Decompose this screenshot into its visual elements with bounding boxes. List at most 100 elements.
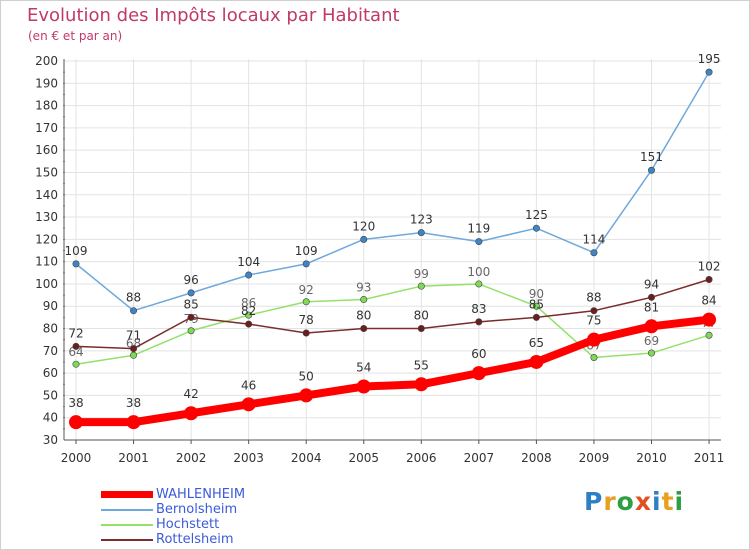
point-hochstett-2006 bbox=[417, 282, 425, 290]
series-line-bernolsheim bbox=[75, 71, 710, 312]
point-bernolsheim-2011 bbox=[705, 68, 713, 76]
y-tick-label-60: 60 bbox=[43, 366, 58, 380]
point-hochstett-2007 bbox=[475, 280, 483, 288]
logo-letter: i bbox=[674, 487, 685, 516]
logo-letter: r bbox=[603, 487, 617, 516]
data-label-wahlenheim-2004: 50 bbox=[299, 369, 314, 383]
chart-subtitle: (en € et par an) bbox=[28, 29, 123, 43]
point-rottelsheim-2002 bbox=[187, 313, 195, 321]
y-tick-label-40: 40 bbox=[43, 411, 58, 425]
y-tick-label-90: 90 bbox=[43, 299, 58, 313]
data-label-rottelsheim-2004: 78 bbox=[299, 313, 314, 327]
x-tick-label-2006: 2006 bbox=[406, 451, 437, 465]
legend-swatch-bernolsheim bbox=[101, 509, 153, 511]
data-label-hochstett-2010: 69 bbox=[644, 334, 659, 348]
plot-area bbox=[64, 59, 721, 440]
point-hochstett-2001 bbox=[130, 351, 138, 359]
point-hochstett-2004 bbox=[302, 298, 310, 306]
point-wahlenheim-2009 bbox=[586, 332, 601, 347]
x-tick-label-2009: 2009 bbox=[579, 451, 610, 465]
point-rottelsheim-2005 bbox=[360, 325, 368, 333]
point-rottelsheim-2011 bbox=[705, 275, 713, 283]
legend-label-hochstett: Hochstett bbox=[156, 517, 220, 532]
data-label-wahlenheim-2011: 84 bbox=[701, 294, 716, 308]
point-wahlenheim-2005 bbox=[356, 379, 371, 394]
point-wahlenheim-2007 bbox=[471, 366, 486, 381]
y-tick-label-30: 30 bbox=[43, 433, 58, 447]
x-tick-label-2003: 2003 bbox=[233, 451, 264, 465]
data-label-wahlenheim-2005: 54 bbox=[356, 360, 371, 374]
proxiti-logo: Proxiti bbox=[584, 487, 684, 516]
data-label-rottelsheim-2010: 94 bbox=[644, 277, 659, 291]
y-tick-label-150: 150 bbox=[35, 165, 58, 179]
x-tick-label-2005: 2005 bbox=[348, 451, 379, 465]
x-tick-label-2002: 2002 bbox=[176, 451, 207, 465]
logo-letter: t bbox=[661, 487, 675, 516]
point-bernolsheim-2009 bbox=[590, 249, 598, 257]
data-label-hochstett-2000: 64 bbox=[68, 345, 83, 359]
data-label-bernolsheim-2000: 109 bbox=[65, 244, 88, 258]
point-hochstett-2000 bbox=[72, 360, 80, 368]
logo-letter: x bbox=[634, 487, 652, 516]
data-label-wahlenheim-2006: 55 bbox=[414, 358, 429, 372]
y-tick-label-190: 190 bbox=[35, 76, 58, 90]
legend-item-rottelsheim: Rottelsheim bbox=[101, 532, 321, 547]
data-label-bernolsheim-2009: 114 bbox=[582, 233, 605, 247]
point-rottelsheim-2000 bbox=[72, 342, 80, 350]
y-tick-label-200: 200 bbox=[35, 54, 58, 68]
legend-item-bernolsheim: Bernolsheim bbox=[101, 502, 321, 517]
x-tick-label-2007: 2007 bbox=[464, 451, 495, 465]
data-label-rottelsheim-2009: 88 bbox=[586, 291, 601, 305]
data-label-bernolsheim-2010: 151 bbox=[640, 150, 663, 164]
point-wahlenheim-2003 bbox=[241, 397, 256, 412]
data-label-bernolsheim-2002: 96 bbox=[183, 273, 198, 287]
series-line-rottelsheim bbox=[75, 278, 710, 350]
data-label-wahlenheim-2000: 38 bbox=[68, 396, 83, 410]
point-bernolsheim-2005 bbox=[360, 235, 368, 243]
legend-label-wahlenheim: WAHLENHEIM bbox=[156, 487, 246, 502]
point-hochstett-2002 bbox=[187, 327, 195, 335]
y-tick-label-120: 120 bbox=[35, 232, 58, 246]
legend-label-bernolsheim: Bernolsheim bbox=[156, 502, 238, 517]
point-bernolsheim-2006 bbox=[417, 229, 425, 237]
point-hochstett-2005 bbox=[360, 296, 368, 304]
x-tick-label-2011: 2011 bbox=[694, 451, 725, 465]
point-wahlenheim-2011 bbox=[702, 312, 717, 327]
point-wahlenheim-2001 bbox=[126, 415, 141, 430]
series-line-wahlenheim bbox=[72, 315, 714, 427]
point-rottelsheim-2001 bbox=[130, 345, 138, 353]
data-label-hochstett-2003: 86 bbox=[241, 296, 256, 310]
data-label-wahlenheim-2001: 38 bbox=[126, 396, 141, 410]
point-wahlenheim-2008 bbox=[529, 354, 544, 369]
legend-item-hochstett: Hochstett bbox=[101, 517, 321, 532]
data-label-rottelsheim-2001: 71 bbox=[126, 329, 141, 343]
data-label-bernolsheim-2004: 109 bbox=[295, 244, 318, 258]
point-bernolsheim-2008 bbox=[532, 224, 540, 232]
data-label-wahlenheim-2007: 60 bbox=[471, 347, 486, 361]
legend-item-wahlenheim: WAHLENHEIM bbox=[101, 487, 321, 502]
point-rottelsheim-2009 bbox=[590, 307, 598, 315]
x-tick-label-2000: 2000 bbox=[61, 451, 92, 465]
data-label-bernolsheim-2005: 120 bbox=[352, 219, 375, 233]
point-hochstett-2009 bbox=[590, 354, 598, 362]
point-wahlenheim-2010 bbox=[644, 319, 659, 334]
data-label-hochstett-2004: 92 bbox=[299, 283, 314, 297]
logo-letter: o bbox=[616, 487, 635, 516]
y-tick-label-130: 130 bbox=[35, 210, 58, 224]
point-wahlenheim-2006 bbox=[414, 377, 429, 392]
series-line-hochstett bbox=[75, 283, 710, 365]
point-rottelsheim-2007 bbox=[475, 318, 483, 326]
logo-letter: P bbox=[584, 487, 604, 516]
data-label-wahlenheim-2010: 81 bbox=[644, 300, 659, 314]
point-bernolsheim-2004 bbox=[302, 260, 310, 268]
data-label-bernolsheim-2001: 88 bbox=[126, 291, 141, 305]
data-label-bernolsheim-2007: 119 bbox=[467, 222, 490, 236]
point-bernolsheim-2002 bbox=[187, 289, 195, 297]
x-tick-label-2001: 2001 bbox=[118, 451, 149, 465]
data-label-bernolsheim-2003: 104 bbox=[237, 255, 260, 269]
point-bernolsheim-2003 bbox=[245, 271, 253, 279]
y-tick-label-140: 140 bbox=[35, 188, 58, 202]
data-label-hochstett-2006: 99 bbox=[414, 267, 429, 281]
